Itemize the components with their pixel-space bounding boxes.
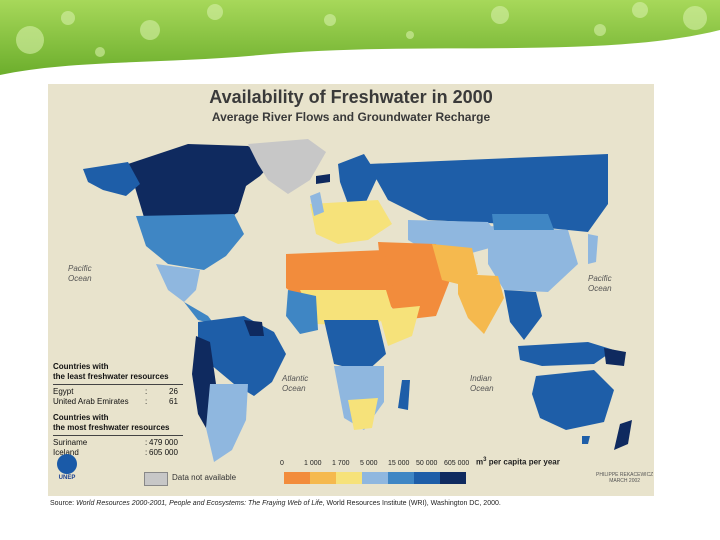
world-map: [83, 139, 632, 462]
legend-swatch: [440, 472, 466, 484]
legend-swatch: [388, 472, 414, 484]
south-africa: [348, 398, 378, 430]
most-resources-heading: Countries with the most freshwater resou…: [53, 413, 170, 432]
legend-tick: 5 000: [360, 460, 378, 467]
alaska: [83, 162, 140, 196]
country-name: United Arab Emirates: [53, 397, 129, 406]
source-suffix: , World Resources Institute (WRI), Washi…: [322, 500, 501, 507]
legend-swatch: [310, 472, 336, 484]
least-resources-heading: Countries with the least freshwater reso…: [53, 362, 169, 381]
legend-swatch: [284, 472, 310, 484]
sahel: [300, 290, 394, 326]
legend-tick: 0: [280, 460, 284, 467]
label-pacific-ocean-east: Pacific Ocean: [68, 264, 92, 283]
guianas: [244, 320, 264, 336]
legend-swatch: [336, 472, 362, 484]
country-value: 605 000: [149, 448, 178, 457]
legend-unit: m3 per capita per year: [476, 457, 560, 467]
india: [458, 274, 504, 334]
least-row: United Arab Emirates : 61: [53, 397, 178, 406]
china: [488, 226, 578, 292]
europe: [310, 200, 392, 244]
papua: [604, 348, 626, 366]
usa: [136, 214, 244, 270]
unep-logo-text: UNEP: [58, 475, 76, 481]
legend-tick: 605 000: [444, 460, 470, 467]
west-africa: [286, 290, 318, 334]
country-name: Iceland: [53, 448, 79, 457]
new-zealand: [614, 420, 632, 450]
australia: [532, 370, 614, 430]
uk: [310, 192, 324, 216]
madagascar: [398, 380, 410, 410]
central-america: [184, 302, 214, 324]
russia: [368, 154, 608, 232]
legend-unit-rest: per capita per year: [486, 457, 560, 467]
source-prefix: Source:: [50, 500, 77, 507]
legend-not-available-swatch: [144, 472, 168, 486]
middle-east: [378, 242, 450, 320]
central-africa: [324, 320, 386, 372]
label-indian-ocean: Indian Ocean: [470, 374, 494, 393]
indonesia: [518, 342, 614, 366]
map-credit: PHILIPPE REKACEWICZ MARCH 2002: [596, 472, 654, 484]
legend-not-available-label: Data not available: [172, 473, 237, 482]
iran-pakistan: [432, 244, 478, 284]
south-america-south: [206, 384, 248, 462]
map-subtitle: Average River Flows and Groundwater Rech…: [211, 110, 491, 124]
country-value: 61: [169, 397, 178, 406]
source-title: World Resources 2000-2001, People and Ec…: [76, 500, 323, 507]
most-row: Iceland : 605 000: [53, 448, 178, 457]
legend-tick: 15 000: [388, 460, 410, 467]
label-pacific-ocean-west: Pacific Ocean: [588, 274, 612, 293]
least-row: Egypt : 26: [53, 387, 178, 396]
legend-tick-labels: 0 1 000 1 700 5 000 15 000 50 000 605 00…: [280, 460, 480, 470]
header-banner: [0, 0, 720, 75]
legend-color-bar: [284, 472, 466, 484]
legend-unit-base: m: [476, 457, 484, 467]
legend-tick: 1 000: [304, 460, 322, 467]
source-citation: Source: World Resources 2000-2001, Peopl…: [50, 500, 501, 507]
mongolia: [492, 214, 554, 230]
unep-emblem-icon: [57, 454, 77, 474]
tasmania: [582, 436, 590, 444]
scandinavia: [338, 154, 378, 204]
legend-tick: 1 700: [332, 460, 350, 467]
freshwater-map: Availability of Freshwater in 2000 Avera…: [48, 84, 654, 496]
map-title: Availability of Freshwater in 2000: [209, 87, 493, 107]
country-name: Suriname: [53, 438, 88, 447]
most-row: Suriname : 479 000: [53, 438, 178, 447]
country-name: Egypt: [53, 387, 74, 396]
least-resources-panel: Countries with the least freshwater reso…: [53, 362, 193, 458]
greenland: [248, 139, 326, 194]
legend-unit-sup: 3: [483, 457, 487, 463]
legend-tick: 50 000: [416, 460, 438, 467]
country-value: 26: [169, 387, 178, 396]
legend-swatch: [362, 472, 388, 484]
horn-of-africa: [378, 306, 420, 346]
country-value: 479 000: [149, 438, 178, 447]
iceland: [316, 174, 330, 184]
unep-logo: UNEP: [54, 454, 80, 486]
legend-swatch: [414, 472, 440, 484]
label-atlantic-ocean: Atlantic Ocean: [282, 374, 309, 393]
southeast-asia: [504, 290, 542, 340]
japan: [588, 234, 598, 264]
mexico: [156, 264, 200, 302]
